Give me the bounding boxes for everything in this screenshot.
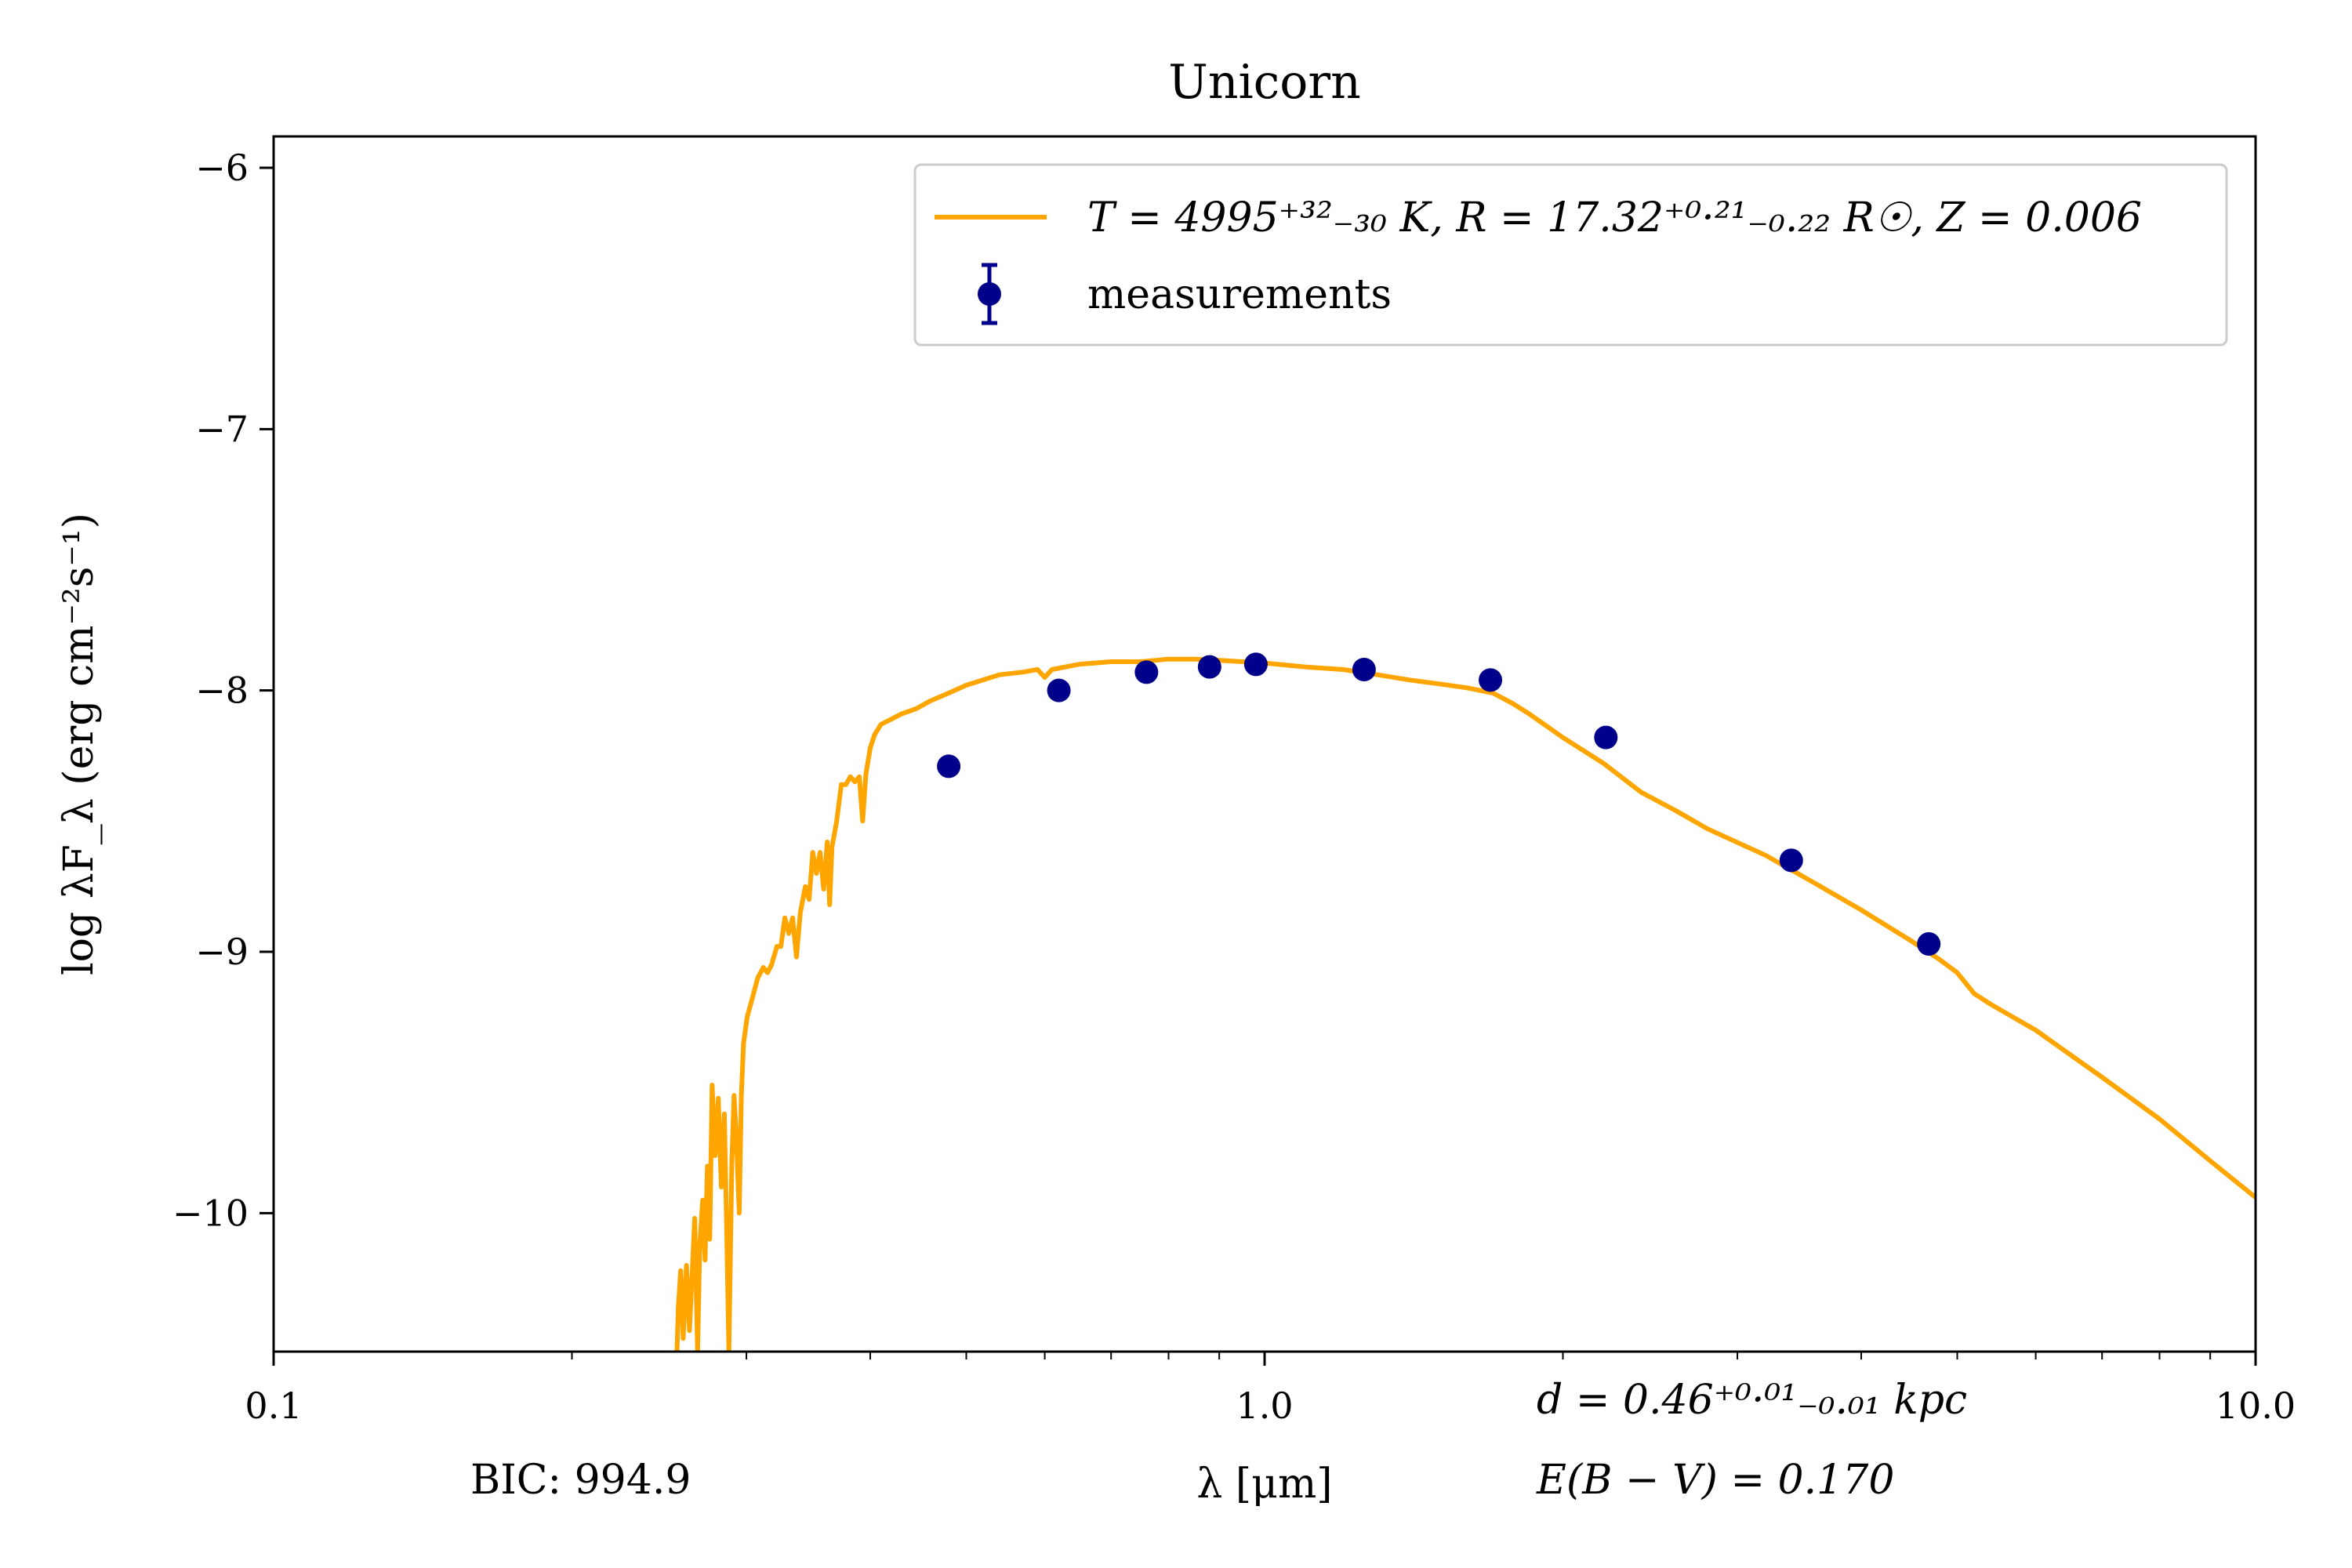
measurement-point: [1779, 848, 1803, 873]
legend: T = 4995⁺³²₋₃₀ K, R = 17.32⁺⁰·²¹₋₀.₂₂ R☉…: [913, 163, 2228, 347]
measurement-point: [1917, 932, 1941, 956]
y-tick-label: −10: [172, 1192, 249, 1234]
measurement-point: [1479, 668, 1503, 692]
distance-annotation: d = 0.46⁺⁰·⁰¹₋₀.₀₁ kpc: [1537, 1377, 1967, 1424]
y-axis-label: log λF_λ (erg cm⁻²s⁻¹): [56, 513, 103, 975]
legend-model-label: T = 4995⁺³²₋₃₀ K, R = 17.32⁺⁰·²¹₋₀.₂₂ R☉…: [1087, 194, 2142, 241]
measurement-point: [1197, 655, 1221, 679]
measurement-point: [1594, 725, 1618, 750]
measurement-point: [1047, 678, 1071, 702]
x-tick-label: 10.0: [2216, 1385, 2296, 1427]
y-tick-label: −8: [195, 670, 249, 712]
x-tick-label: 0.1: [245, 1385, 302, 1427]
y-tick-label: −9: [195, 931, 249, 973]
measurement-points: [937, 652, 1941, 956]
y-tick-label: −7: [195, 408, 249, 450]
x-axis-label: λ [μm]: [1196, 1461, 1332, 1508]
bic-annotation: BIC: 994.9: [470, 1457, 691, 1504]
legend-measurement-label: measurements: [1087, 271, 1392, 318]
reddening-annotation: E(B − V) = 0.170: [1536, 1457, 1894, 1504]
plot-frame: [272, 135, 2257, 1353]
y-tick-label: −6: [195, 147, 249, 189]
legend-box: [913, 163, 2228, 347]
measurement-point: [1352, 658, 1376, 681]
measurement-point: [1243, 652, 1268, 677]
model-sed-line: [674, 656, 2256, 1352]
measurement-point: [1134, 660, 1159, 684]
legend-measurement-swatch: [978, 263, 1001, 325]
x-tick-label: 1.0: [1236, 1385, 1293, 1427]
chart-title: Unicorn: [1168, 55, 1360, 110]
x-axis: 0.1 1.0 10.0: [245, 1352, 2296, 1427]
y-axis: −6 −7 −8 −9 −10: [172, 147, 274, 1234]
measurement-point: [937, 754, 961, 779]
